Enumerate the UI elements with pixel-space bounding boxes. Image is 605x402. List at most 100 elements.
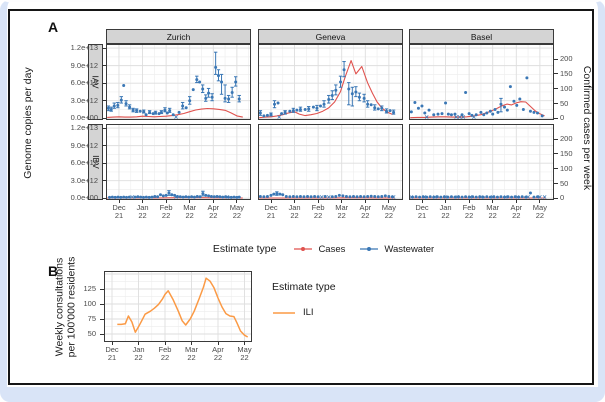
- y-axis-left-tick-label: 1.2e+13: [70, 123, 98, 133]
- x-axis-tick-mark: [445, 200, 446, 203]
- x-axis-tick-label: Feb 22: [159, 203, 173, 220]
- y-axis-left-tick-mark: [102, 127, 106, 129]
- legend-item-ili: ILI: [272, 307, 314, 318]
- y-axis-right-tick-label: 200: [560, 134, 573, 144]
- x-axis-tick-label: Dec 21: [112, 203, 126, 220]
- y-axis-left-tick-mark: [102, 145, 106, 147]
- y-axis-right-tick-label: 100: [560, 83, 573, 93]
- facet-strip-label: Zurich: [166, 31, 191, 42]
- panel-b-label: B: [48, 263, 59, 279]
- y-axis-left-tick-mark: [102, 117, 106, 119]
- y-axis-right-tick-label: 0: [560, 193, 565, 203]
- y-axis-right-tick-mark: [554, 88, 558, 90]
- x-axis-tick-mark: [539, 200, 541, 203]
- panel-b-x-tick-label: Jan 22: [132, 345, 145, 362]
- x-axis-tick-label: Jan 22: [439, 203, 452, 220]
- y-axis-right-tick-mark: [554, 103, 558, 104]
- panel-b-y-tick-label: 125: [83, 284, 96, 293]
- x-axis-tick-mark: [118, 200, 120, 203]
- legend-title: Estimate type: [212, 243, 277, 255]
- panel-b-y-tick-mark: [100, 333, 104, 335]
- y-axis-right-tick-mark: [554, 197, 558, 199]
- ili-key-icon: [273, 311, 295, 314]
- y-axis-right-tick-label: 50: [560, 98, 569, 108]
- legend-item-wastewater: Wastewater: [358, 244, 434, 255]
- y-axis-right-tick-label: 150: [560, 148, 573, 158]
- x-axis-tick-mark: [388, 200, 390, 203]
- x-axis-tick-mark: [270, 200, 272, 203]
- x-axis-tick-label: Feb 22: [311, 203, 325, 220]
- x-axis-tick-mark: [294, 200, 295, 203]
- y-axis-left-tick-mark: [102, 162, 106, 164]
- y-axis-right-tick-mark: [554, 58, 558, 60]
- panel-b-x-tick-mark: [164, 342, 166, 345]
- y-axis-left-tick-mark: [102, 82, 106, 84]
- x-axis-tick-mark: [212, 200, 214, 203]
- y-axis-right-tick-mark: [554, 168, 558, 170]
- y-axis-right-tick-mark: [554, 117, 558, 119]
- x-axis-tick-label: Dec 21: [415, 203, 429, 220]
- legend-item-label: ILI: [303, 307, 314, 318]
- x-axis-tick-label: Mar 22: [183, 203, 197, 220]
- x-axis-tick-mark: [492, 200, 494, 203]
- legend-item-label: Wastewater: [384, 243, 435, 255]
- x-axis-tick-mark: [421, 200, 423, 203]
- y-axis-left-tick-mark: [102, 197, 106, 199]
- panel-b-x-tick-label: Mar 22: [185, 345, 198, 362]
- x-axis-tick-mark: [165, 200, 167, 203]
- y-axis-right-tick-mark: [554, 153, 558, 155]
- legend-title-b: Estimate type: [272, 281, 336, 293]
- x-axis-tick-label: Apr 22: [510, 203, 523, 220]
- x-axis-tick-mark: [515, 200, 517, 203]
- x-axis-tick-label: May 22: [532, 203, 547, 220]
- cases-key-icon: [294, 247, 313, 251]
- facet-strip-basel: Basel: [409, 29, 554, 44]
- x-axis-tick-label: Apr 22: [207, 203, 220, 220]
- facet-strip-ibv: IBV: [88, 124, 103, 200]
- panel-b-x-tick-label: Apr 22: [212, 345, 224, 362]
- panel-ili: [104, 271, 252, 342]
- y-axis-left-tick-label: 6.0e+12: [70, 78, 98, 88]
- y-axis-left-tick-label: 6.0e+12: [70, 158, 98, 168]
- y-axis-left-tick-mark: [102, 47, 106, 49]
- panel-b-x-tick-label: May 22: [237, 345, 252, 362]
- x-axis-tick-label: Mar 22: [486, 203, 500, 220]
- x-axis-tick-mark: [317, 200, 319, 203]
- y-axis-right-tick-mark: [554, 73, 558, 75]
- panel-b-y-tick-label: 75: [87, 314, 96, 323]
- legend-item-cases: Cases: [292, 244, 345, 255]
- x-axis-tick-mark: [142, 200, 143, 203]
- facet-strip-zurich: Zurich: [106, 29, 251, 44]
- panel-a-label: A: [48, 19, 59, 35]
- y-axis-left-tick-label: 0.0e+00: [70, 193, 98, 203]
- y-axis-right-tick-mark: [554, 183, 558, 184]
- panel-iav-zurich: [106, 44, 251, 120]
- x-axis-tick-label: Feb 22: [462, 203, 476, 220]
- x-axis-tick-label: May 22: [229, 203, 244, 220]
- y-axis-right-tick-label: 50: [560, 178, 569, 188]
- x-axis-tick-label: Mar 22: [335, 203, 349, 220]
- panel-b-x-tick-label: Feb 22: [158, 345, 172, 362]
- y-axis-right-tick-label: 150: [560, 68, 573, 78]
- y-axis-right-tick-mark: [554, 138, 558, 140]
- facet-strip-iav: IAV: [88, 44, 103, 120]
- y-axis-right-tick-label: 100: [560, 163, 573, 173]
- x-axis-tick-mark: [189, 200, 191, 203]
- panel-ibv-zurich: [106, 124, 251, 200]
- panel-b-y-tick-label: 50: [87, 329, 96, 338]
- x-axis-tick-label: Apr 22: [359, 203, 372, 220]
- x-axis-tick-label: May 22: [381, 203, 396, 220]
- panel-b-y-tick-mark: [100, 288, 104, 290]
- y-axis-left-tick-label: 0.0e+00: [70, 113, 98, 123]
- x-axis-tick-label: Jan 22: [288, 203, 301, 220]
- x-axis-tick-mark: [364, 200, 366, 203]
- y-axis-left-tick-mark: [102, 100, 106, 102]
- panel-b-y-tick-mark: [100, 303, 104, 305]
- y-axis-left-tick-mark: [102, 65, 106, 67]
- panel-ibv-basel: [409, 124, 554, 200]
- figure-card: A Zurich Geneva Basel IAV IBV Genome cop…: [8, 9, 594, 385]
- legend-estimate-type-a: Estimate type Cases Wastewater: [106, 242, 554, 256]
- y-axis-right-tick-label: 200: [560, 54, 573, 64]
- y-axis-right-tick-label: 0: [560, 113, 565, 123]
- x-axis-tick-label: Jan 22: [136, 203, 149, 220]
